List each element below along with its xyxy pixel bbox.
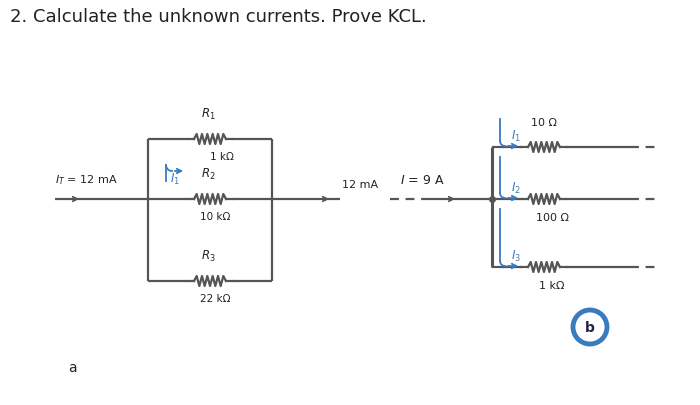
Text: $R_1$: $R_1$ xyxy=(201,107,216,121)
Text: a: a xyxy=(68,360,76,374)
Text: 22 kΩ: 22 kΩ xyxy=(199,293,230,303)
Text: 12 mA: 12 mA xyxy=(342,179,378,190)
Text: $I_1$: $I_1$ xyxy=(511,128,521,144)
Text: b: b xyxy=(585,320,595,334)
Text: 1 kΩ: 1 kΩ xyxy=(210,151,234,162)
Text: $I_T$ = 12 mA: $I_T$ = 12 mA xyxy=(55,173,118,187)
Text: 2. Calculate the unknown currents. Prove KCL.: 2. Calculate the unknown currents. Prove… xyxy=(10,8,427,26)
Text: $R_3$: $R_3$ xyxy=(201,248,216,263)
Text: 100 Ω: 100 Ω xyxy=(536,213,568,222)
Text: $I_2$: $I_2$ xyxy=(511,181,521,196)
Text: 10 kΩ: 10 kΩ xyxy=(199,211,230,222)
Text: $R_2$: $R_2$ xyxy=(201,166,216,181)
Text: $I_3$: $I_3$ xyxy=(511,248,521,263)
Text: 10 Ω: 10 Ω xyxy=(531,118,557,128)
Text: $I$ = 9 A: $I$ = 9 A xyxy=(400,174,444,187)
Text: $I_1$: $I_1$ xyxy=(170,172,180,187)
Text: 1 kΩ: 1 kΩ xyxy=(539,280,565,290)
